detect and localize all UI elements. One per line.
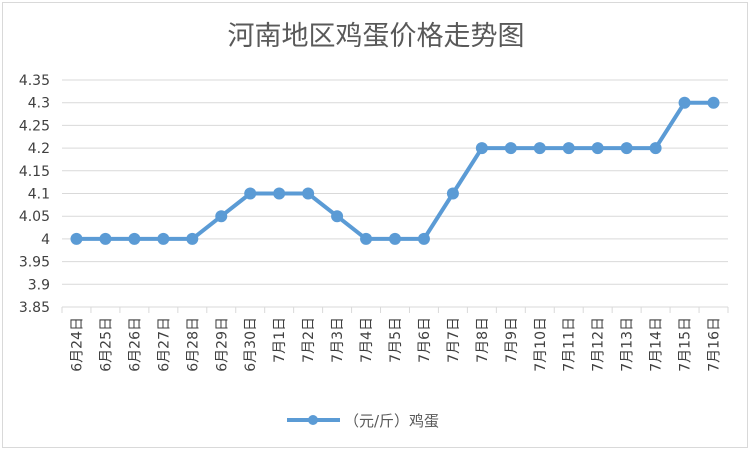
x-tick-label: 7月8日 (475, 317, 491, 363)
x-tick-label: 7月15日 (678, 317, 694, 372)
x-tick-label: 7月13日 (620, 317, 636, 372)
x-tick-label: 7月12日 (591, 317, 607, 372)
x-tick-label: 6月25日 (98, 317, 114, 372)
y-tick-label: 3.95 (19, 255, 50, 271)
data-point (302, 187, 315, 200)
x-tick-label: 7月4日 (359, 317, 375, 363)
x-tick-label: 6月30日 (243, 317, 259, 372)
x-tick-label: 7月3日 (330, 317, 346, 363)
data-point (273, 187, 286, 200)
x-tick-label: 6月27日 (156, 317, 172, 372)
data-point (128, 232, 141, 245)
data-point (360, 232, 373, 245)
series-layer (70, 96, 720, 245)
data-point (244, 187, 257, 200)
y-tick-label: 4.25 (19, 118, 50, 134)
y-tick-label: 3.85 (19, 300, 50, 316)
chart-title: 河南地区鸡蛋价格走势图 (228, 21, 525, 52)
data-point (591, 142, 604, 155)
x-tick-label: 7月16日 (707, 317, 723, 372)
data-point (707, 96, 720, 109)
y-tick-label: 3.9 (28, 277, 50, 293)
chart-frame (2, 2, 748, 448)
data-point (649, 142, 662, 155)
x-tick-label: 6月28日 (185, 317, 201, 372)
x-tick-label: 7月10日 (533, 317, 549, 372)
legend-marker-swatch (308, 415, 318, 425)
y-tick-label: 4.05 (19, 209, 50, 225)
x-tick-label: 6月26日 (127, 317, 143, 372)
x-tick-label: 7月2日 (301, 317, 317, 363)
data-point (620, 142, 633, 155)
data-point (562, 142, 575, 155)
y-tick-label: 4.2 (28, 141, 50, 157)
y-tick-label: 4.35 (19, 73, 50, 89)
x-tick-label: 7月7日 (446, 317, 462, 363)
y-tick-label: 4 (41, 232, 50, 248)
data-point (475, 142, 488, 155)
x-tick-label: 6月29日 (214, 317, 230, 372)
y-tick-label: 4.3 (28, 96, 50, 112)
y-tick-label: 4.1 (28, 187, 50, 203)
data-point (446, 187, 459, 200)
data-point (389, 232, 401, 245)
x-tick-label: 7月14日 (649, 317, 665, 372)
x-tick-label: 7月6日 (417, 317, 433, 363)
data-point (215, 210, 228, 223)
data-point (504, 142, 517, 155)
data-point (417, 232, 430, 245)
x-tick-label: 7月11日 (562, 317, 578, 372)
data-point (186, 232, 199, 245)
legend-label: （元/斤）鸡蛋 (344, 412, 439, 430)
x-tick-label: 7月1日 (272, 317, 288, 363)
data-point (678, 96, 691, 109)
data-point (70, 232, 83, 245)
x-tick-label: 6月24日 (69, 317, 85, 372)
data-point (533, 142, 546, 155)
data-point (157, 232, 170, 245)
y-axis: 4.35 4.3 4.25 4.2 4.15 4.1 4.05 4 3.95 3.9 3.85 (19, 73, 50, 316)
legend: （元/斤）鸡蛋 (287, 412, 439, 430)
data-point (99, 232, 112, 245)
x-tick-label: 7月5日 (388, 317, 404, 363)
y-tick-label: 4.15 (19, 164, 50, 180)
data-point (331, 210, 344, 223)
x-tick-label: 7月9日 (504, 317, 520, 363)
x-axis: 6月24日 6月25日 6月26日 6月27日 6月28日 6月29日 6月30日 7月1日 7… (61, 306, 729, 372)
gridlines (62, 79, 728, 308)
